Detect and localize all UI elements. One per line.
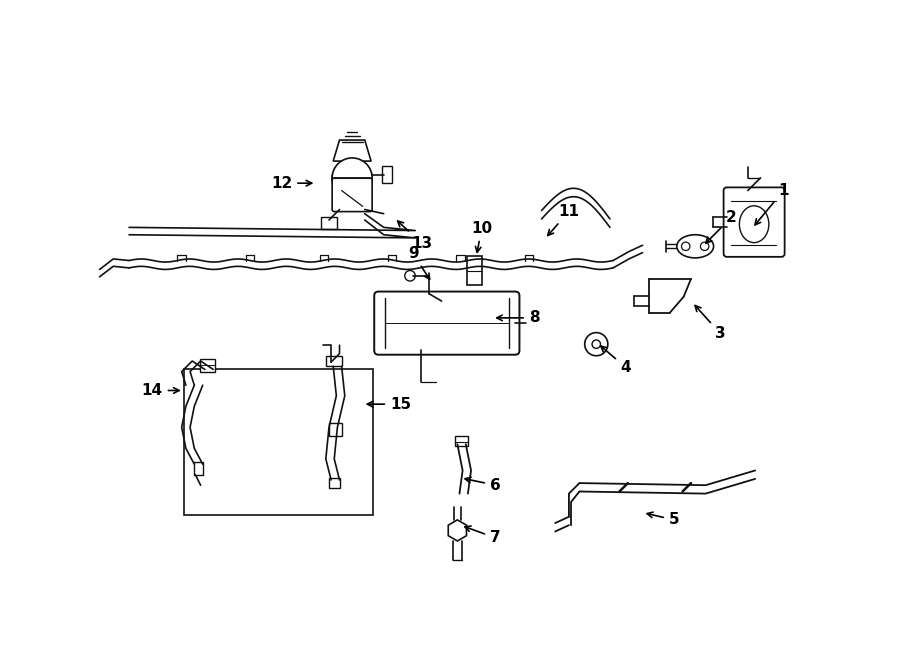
Text: 9: 9	[408, 246, 429, 279]
Ellipse shape	[740, 206, 769, 243]
Bar	[467, 256, 482, 286]
FancyBboxPatch shape	[724, 187, 785, 257]
Text: 12: 12	[271, 176, 311, 190]
Circle shape	[681, 242, 690, 251]
Text: 15: 15	[367, 397, 411, 412]
Text: 13: 13	[398, 221, 432, 251]
Text: 2: 2	[706, 210, 736, 243]
Ellipse shape	[677, 235, 714, 258]
Bar	[329, 478, 339, 488]
Circle shape	[332, 158, 372, 198]
Polygon shape	[333, 140, 371, 161]
Text: 8: 8	[497, 311, 539, 325]
Circle shape	[700, 242, 709, 251]
FancyBboxPatch shape	[374, 292, 519, 355]
Text: 11: 11	[548, 204, 580, 235]
Bar	[455, 436, 468, 446]
Text: 5: 5	[647, 512, 680, 527]
Bar	[382, 167, 392, 183]
Bar	[200, 359, 215, 371]
Bar	[329, 423, 342, 436]
Text: 10: 10	[471, 221, 492, 253]
Bar	[320, 217, 338, 229]
Bar	[184, 369, 374, 515]
Text: 4: 4	[601, 346, 631, 375]
Text: 7: 7	[465, 526, 500, 545]
FancyBboxPatch shape	[332, 178, 372, 212]
Text: 1: 1	[755, 183, 788, 225]
Circle shape	[405, 270, 415, 281]
Circle shape	[592, 340, 600, 348]
Text: 3: 3	[695, 305, 725, 341]
Text: 14: 14	[141, 383, 179, 398]
Circle shape	[585, 332, 608, 356]
Bar	[194, 462, 202, 475]
Bar	[326, 356, 342, 366]
Text: 6: 6	[465, 477, 500, 492]
Polygon shape	[448, 520, 466, 541]
